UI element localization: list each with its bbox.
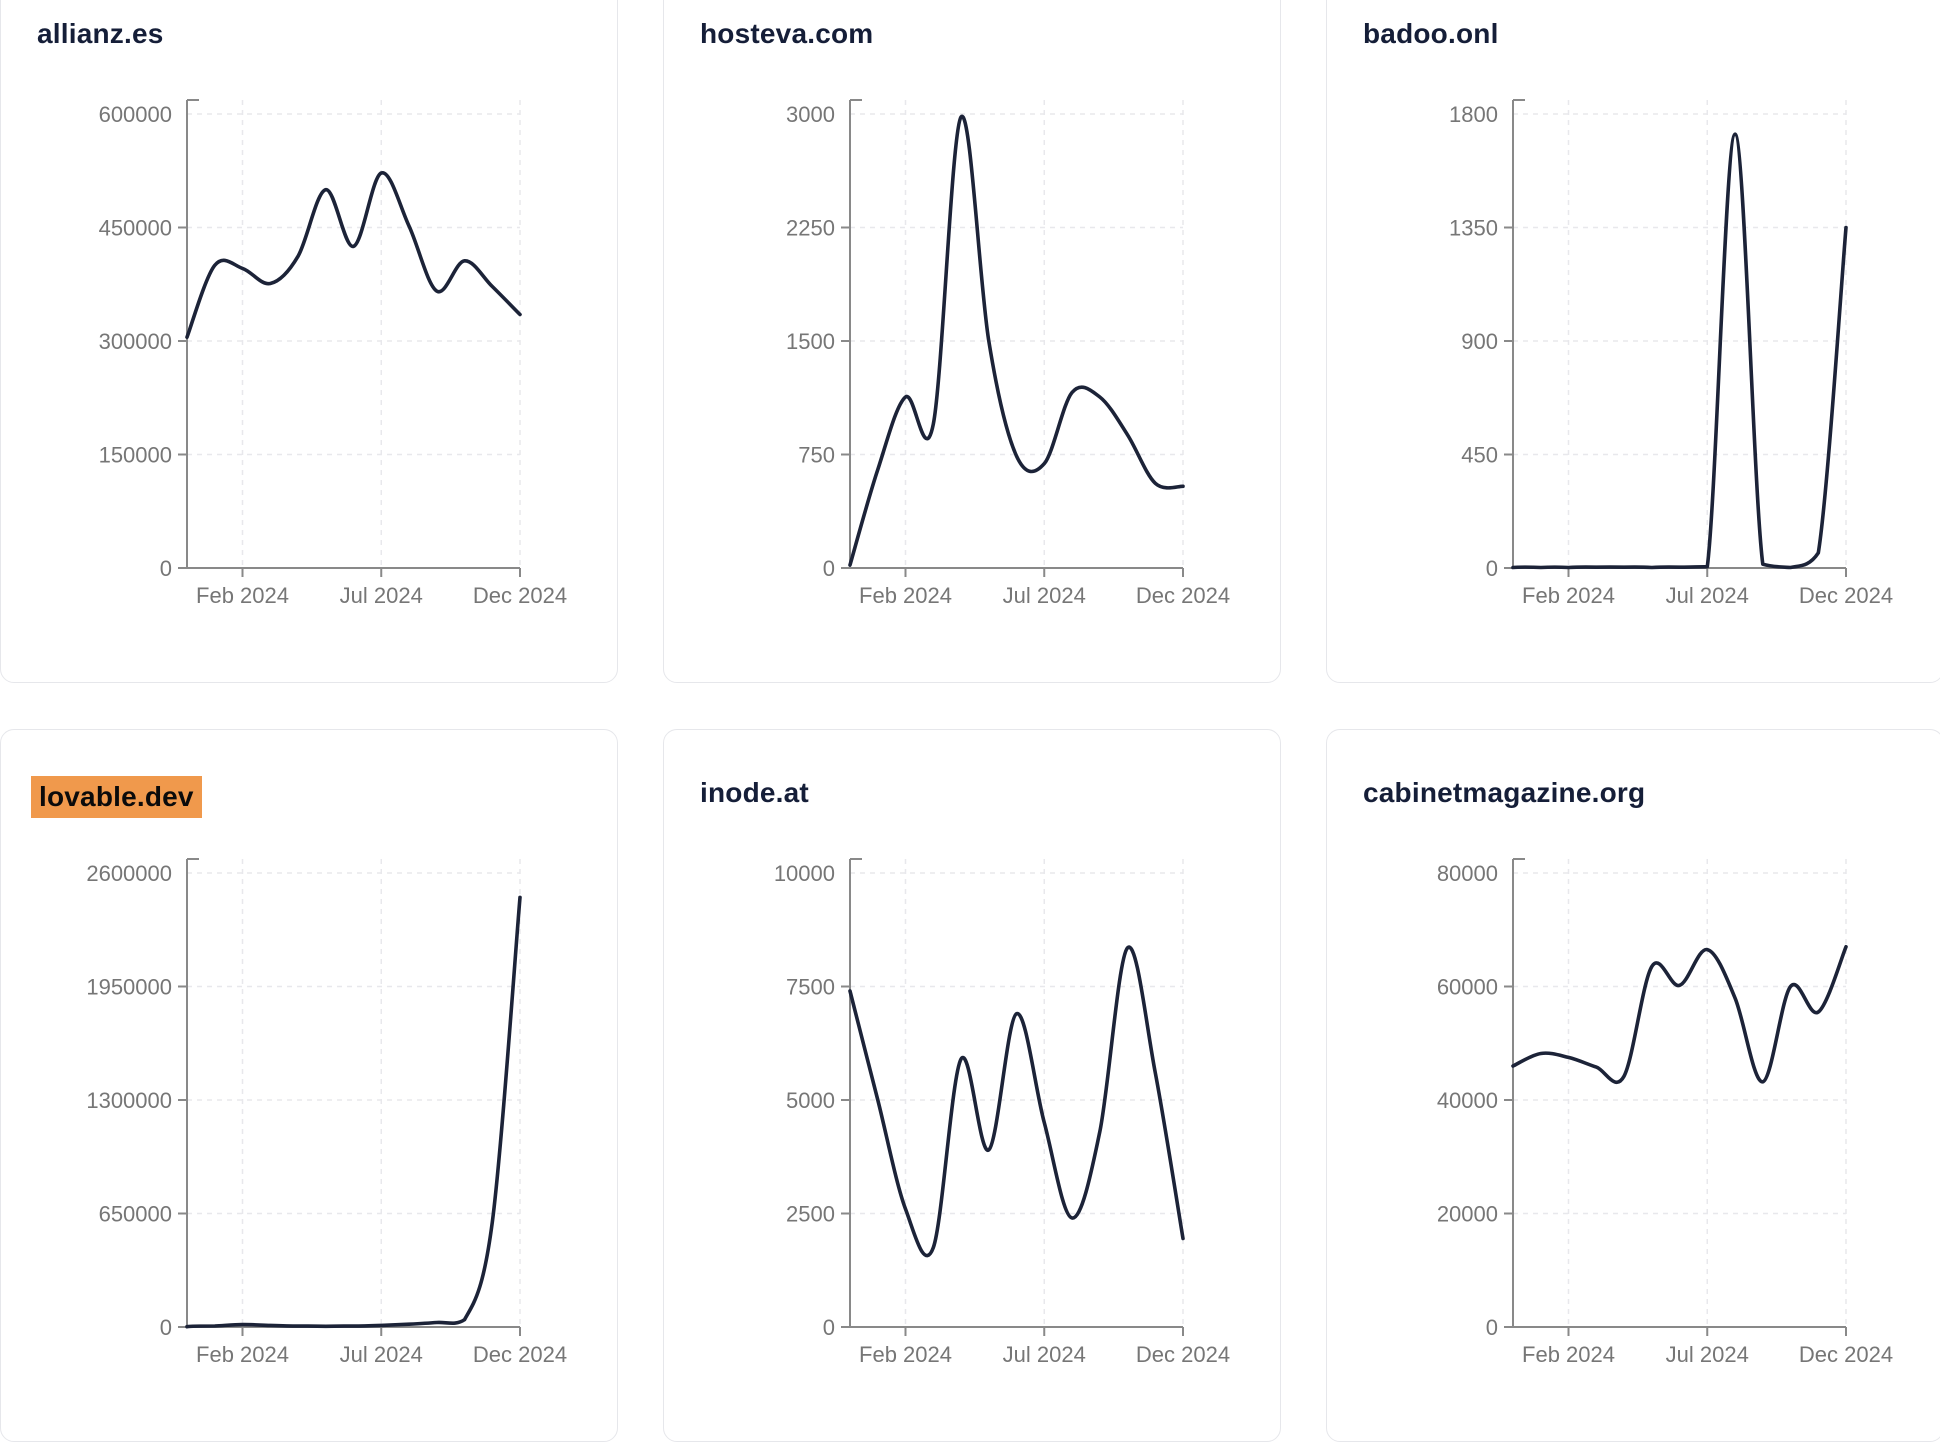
svg-text:600000: 600000	[99, 102, 172, 127]
svg-text:Jul 2024: Jul 2024	[1666, 1342, 1749, 1367]
svg-text:Dec 2024: Dec 2024	[473, 1342, 567, 1367]
card-title: hosteva.com	[700, 18, 874, 49]
svg-text:0: 0	[160, 1315, 172, 1340]
line-chart: 0 650000 1300000 1950000 2600000 Feb 2024 Jul …	[86, 858, 567, 1367]
svg-text:1300000: 1300000	[86, 1088, 172, 1113]
card-title: badoo.onl	[1363, 18, 1499, 49]
line-chart: 0 20000 40000 60000 80000 Feb 2024 Jul 2024 Dec…	[1437, 858, 1893, 1367]
svg-text:Dec 2024: Dec 2024	[1799, 1342, 1893, 1367]
svg-text:1950000: 1950000	[86, 975, 172, 1000]
svg-text:Jul 2024: Jul 2024	[340, 1342, 423, 1367]
svg-text:Jul 2024: Jul 2024	[1666, 583, 1749, 608]
svg-text:0: 0	[823, 556, 835, 581]
card-title-highlight: lovable.dev	[31, 776, 202, 818]
card-title: inode.at	[700, 777, 809, 808]
svg-text:Feb 2024: Feb 2024	[859, 583, 952, 608]
svg-text:Dec 2024: Dec 2024	[1136, 583, 1230, 608]
domain-card[interactable]: hosteva.com 0 750 1500 2250 3000 Feb 2024 Jul …	[663, 0, 1281, 683]
svg-text:Dec 2024: Dec 2024	[1136, 1342, 1230, 1367]
svg-text:Feb 2024: Feb 2024	[196, 1342, 289, 1367]
svg-text:450: 450	[1461, 443, 1498, 468]
svg-text:900: 900	[1461, 329, 1498, 354]
svg-text:Dec 2024: Dec 2024	[1799, 583, 1893, 608]
svg-text:5000: 5000	[786, 1088, 835, 1113]
svg-text:2600000: 2600000	[86, 861, 172, 886]
svg-text:Feb 2024: Feb 2024	[859, 1342, 952, 1367]
svg-text:10000: 10000	[774, 861, 835, 886]
svg-text:Jul 2024: Jul 2024	[1003, 1342, 1086, 1367]
line-chart: 0 450 900 1350 1800 Feb 2024 Jul 2024 Dec 2024	[1449, 99, 1893, 608]
svg-text:1800: 1800	[1449, 102, 1498, 127]
domain-card[interactable]: cabinetmagazine.org 0 20000 40000 60000 8000…	[1326, 729, 1940, 1442]
svg-text:150000: 150000	[99, 443, 172, 468]
svg-text:20000: 20000	[1437, 1202, 1498, 1227]
card-title: allianz.es	[37, 18, 164, 49]
svg-text:2500: 2500	[786, 1202, 835, 1227]
line-chart: 0 150000 300000 450000 600000 Feb 2024 Jul 202…	[99, 99, 567, 608]
line-chart: 0 750 1500 2250 3000 Feb 2024 Jul 2024 Dec 2024	[786, 99, 1230, 608]
svg-text:80000: 80000	[1437, 861, 1498, 886]
svg-text:0: 0	[160, 556, 172, 581]
card-title-row: allianz.es	[37, 17, 617, 61]
domain-card[interactable]: lovable.dev 0 650000 1300000 1950000 2600000…	[0, 729, 618, 1442]
svg-text:0: 0	[1486, 1315, 1498, 1340]
svg-text:650000: 650000	[99, 1202, 172, 1227]
svg-text:1350: 1350	[1449, 216, 1498, 241]
svg-text:Jul 2024: Jul 2024	[1003, 583, 1086, 608]
card-title: cabinetmagazine.org	[1363, 777, 1646, 808]
svg-text:450000: 450000	[99, 216, 172, 241]
svg-text:0: 0	[823, 1315, 835, 1340]
svg-text:750: 750	[798, 443, 835, 468]
svg-text:1500: 1500	[786, 329, 835, 354]
svg-text:60000: 60000	[1437, 975, 1498, 1000]
svg-text:7500: 7500	[786, 975, 835, 1000]
card-title-row: lovable.dev	[31, 776, 617, 820]
svg-text:300000: 300000	[99, 329, 172, 354]
svg-text:Jul 2024: Jul 2024	[340, 583, 423, 608]
svg-text:Feb 2024: Feb 2024	[1522, 583, 1615, 608]
domain-card[interactable]: inode.at 0 2500 5000 7500 10000 Feb 2024 Jul 2…	[663, 729, 1281, 1442]
domain-card[interactable]: allianz.es 0 150000 300000 450000 600000 Feb …	[0, 0, 618, 683]
svg-text:40000: 40000	[1437, 1088, 1498, 1113]
svg-text:Feb 2024: Feb 2024	[1522, 1342, 1615, 1367]
svg-text:0: 0	[1486, 556, 1498, 581]
line-chart: 0 2500 5000 7500 10000 Feb 2024 Jul 2024 Dec 20…	[774, 858, 1230, 1367]
card-title-row: hosteva.com	[700, 17, 1280, 61]
domain-card[interactable]: badoo.onl 0 450 900 1350 1800 Feb 2024 Jul 202…	[1326, 0, 1940, 683]
svg-text:Dec 2024: Dec 2024	[473, 583, 567, 608]
card-title-row: badoo.onl	[1363, 17, 1940, 61]
svg-text:3000: 3000	[786, 102, 835, 127]
svg-text:2250: 2250	[786, 216, 835, 241]
svg-text:Feb 2024: Feb 2024	[196, 583, 289, 608]
card-title-row: inode.at	[700, 776, 1280, 820]
card-title-row: cabinetmagazine.org	[1363, 776, 1940, 820]
